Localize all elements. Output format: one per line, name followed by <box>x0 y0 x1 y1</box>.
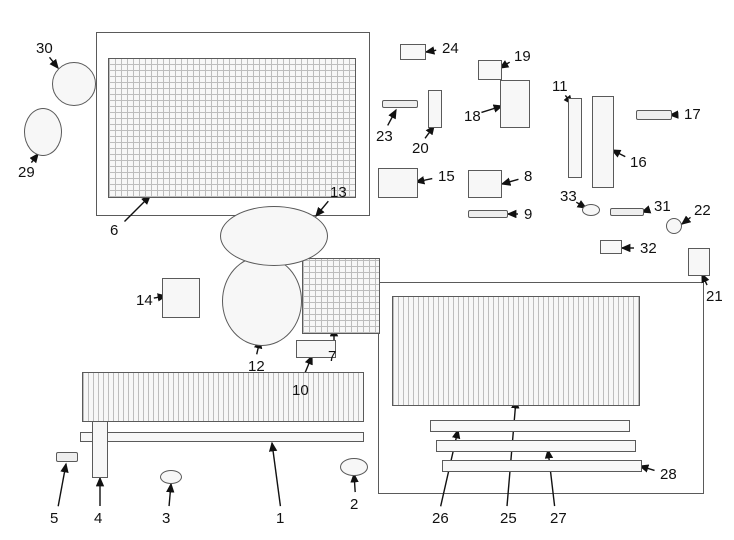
bracket-18 <box>500 80 530 128</box>
callout-label-5: 5 <box>50 510 58 527</box>
pillar-16 <box>592 96 614 188</box>
callout-label-19: 19 <box>514 48 531 65</box>
front-panel <box>80 432 364 442</box>
crossmember-27 <box>436 440 636 452</box>
callout-label-17: 17 <box>684 106 701 123</box>
extension-14 <box>162 278 200 318</box>
brace-4 <box>92 416 108 478</box>
callout-label-22: 22 <box>694 202 711 219</box>
plate-8 <box>468 170 502 198</box>
bolt-9 <box>468 210 508 218</box>
clip-24 <box>400 44 426 60</box>
wheelhouse-13 <box>220 206 328 266</box>
bolt-31 <box>610 208 644 216</box>
callout-label-32: 32 <box>640 240 657 257</box>
washer-33 <box>582 204 600 216</box>
callout-label-24: 24 <box>442 40 459 57</box>
callout-label-9: 9 <box>524 206 532 223</box>
callout-label-21: 21 <box>706 288 723 305</box>
bolt-17 <box>636 110 672 120</box>
bolt-23 <box>382 100 418 108</box>
callout-label-11: 11 <box>552 78 568 95</box>
bolt-5 <box>56 452 78 462</box>
callout-label-25: 25 <box>500 510 517 527</box>
callout-label-2: 2 <box>350 496 358 513</box>
brace-15 <box>378 168 418 198</box>
callout-label-6: 6 <box>110 222 118 239</box>
callout-label-26: 26 <box>432 510 449 527</box>
crossmember-28 <box>442 460 642 472</box>
plug <box>340 458 368 476</box>
callout-label-20: 20 <box>412 140 429 157</box>
callout-label-12: 12 <box>248 358 265 375</box>
callout-label-1: 1 <box>276 510 284 527</box>
callout-label-13: 13 <box>330 184 347 201</box>
callout-label-14: 14 <box>136 292 153 309</box>
callout-label-7: 7 <box>328 348 336 365</box>
fuel-door <box>24 108 62 156</box>
nut-22 <box>666 218 682 234</box>
crossmember-26 <box>430 420 630 432</box>
bracket-19 <box>478 60 502 80</box>
fuel-housing <box>52 62 96 106</box>
callout-label-23: 23 <box>376 128 393 145</box>
callout-label-15: 15 <box>438 168 455 185</box>
callout-label-31: 31 <box>654 198 671 215</box>
inner-panel <box>302 258 380 334</box>
callout-label-33: 33 <box>560 188 577 205</box>
striker-21 <box>688 248 710 276</box>
callout-label-28: 28 <box>660 466 677 483</box>
callout-label-8: 8 <box>524 168 532 185</box>
callout-label-27: 27 <box>550 510 567 527</box>
clip-32 <box>600 240 622 254</box>
callout-label-4: 4 <box>94 510 102 527</box>
header-panel <box>82 372 364 422</box>
outer-side-panel <box>108 58 356 198</box>
floor-panel <box>392 296 640 406</box>
callout-label-30: 30 <box>36 40 53 57</box>
clip-20 <box>428 90 442 128</box>
callout-label-10: 10 <box>292 382 309 399</box>
fastener-3 <box>160 470 182 484</box>
callout-label-16: 16 <box>630 154 647 171</box>
pillar-11 <box>568 98 582 178</box>
wheel-liner <box>222 256 302 346</box>
callout-label-29: 29 <box>18 164 35 181</box>
callout-label-18: 18 <box>464 108 481 125</box>
parts-diagram: 1234567891011121314151617181920212223242… <box>0 0 734 540</box>
callout-label-3: 3 <box>162 510 170 527</box>
